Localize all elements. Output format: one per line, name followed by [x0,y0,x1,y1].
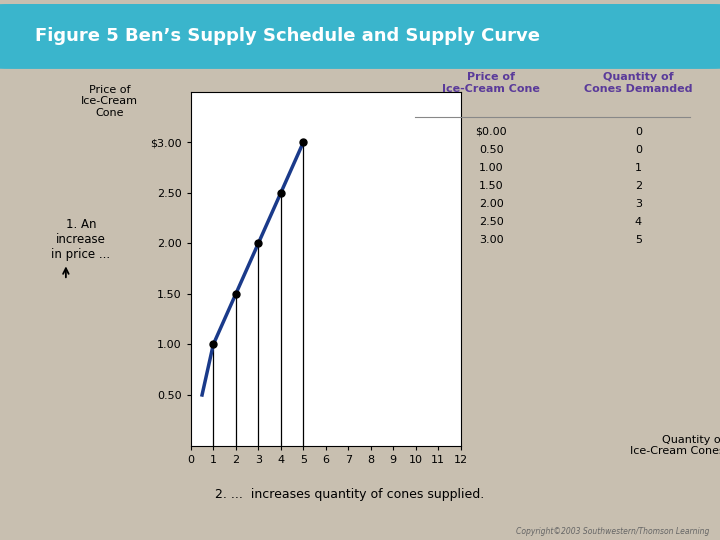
Point [230,289,242,298]
Text: 2.50: 2.50 [479,217,504,227]
Text: 1.50: 1.50 [479,181,504,191]
Text: 2.00: 2.00 [479,199,504,209]
FancyBboxPatch shape [0,5,720,68]
Text: 0: 0 [635,145,642,155]
Text: 0: 0 [635,127,642,137]
Text: 1.00: 1.00 [479,163,504,173]
Text: Price of
Ice-Cream Cone: Price of Ice-Cream Cone [443,72,540,94]
Point [297,138,309,147]
Text: Quantity of
Ice-Cream Cones: Quantity of Ice-Cream Cones [630,435,720,456]
Text: Copyright©2003 Southwestern/Thomson Learning: Copyright©2003 Southwestern/Thomson Lear… [516,526,709,536]
Y-axis label: Price of
Ice-Cream
Cone: Price of Ice-Cream Cone [81,85,138,118]
Point [275,188,287,197]
Text: Quantity of
Cones Demanded: Quantity of Cones Demanded [584,72,693,94]
Point [207,340,219,349]
Text: 2: 2 [635,181,642,191]
Text: 3.00: 3.00 [479,235,504,245]
Text: 0.50: 0.50 [479,145,504,155]
Text: Figure 5 Ben’s Supply Schedule and Supply Curve: Figure 5 Ben’s Supply Schedule and Suppl… [35,28,540,45]
Text: 3: 3 [635,199,642,209]
Text: 5: 5 [635,235,642,245]
Text: 1: 1 [635,163,642,173]
Text: 4: 4 [635,217,642,227]
Point [253,239,264,248]
Text: $0.00: $0.00 [476,127,507,137]
Text: 2. ...  increases quantity of cones supplied.: 2. ... increases quantity of cones suppl… [215,488,484,501]
Text: 1. An
increase
in price ...: 1. An increase in price ... [51,218,111,261]
